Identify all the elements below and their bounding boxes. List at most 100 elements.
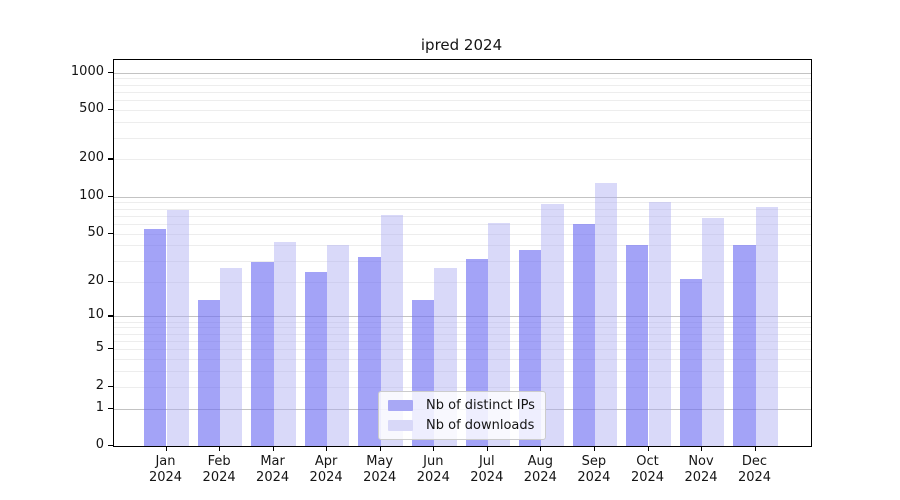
bar-downloads-dec-2024 — [755, 206, 778, 446]
y-tick-mark — [108, 71, 113, 73]
x-tick-mark — [701, 446, 703, 451]
x-tick-mark — [540, 446, 542, 451]
minor-gridline — [114, 91, 811, 93]
minor-gridline — [114, 340, 811, 342]
y-axis-tick-label: 1 — [95, 399, 104, 415]
x-tick-month: Jun — [423, 454, 444, 469]
y-axis-tick-label: 500 — [79, 101, 104, 117]
x-tick-month: Sep — [581, 454, 607, 469]
x-axis-tick-label: Jun 2024 — [403, 454, 463, 486]
y-tick-mark — [108, 232, 113, 234]
x-axis-tick-label: Jan 2024 — [136, 454, 196, 486]
y-tick-mark — [108, 407, 113, 409]
y-axis-tick-label: 5 — [95, 340, 104, 356]
y-tick-mark — [108, 315, 113, 317]
bar-distinct-ips-nov-2024 — [679, 279, 702, 446]
x-tick-mark — [165, 446, 167, 451]
x-tick-mark — [593, 446, 596, 451]
x-tick-year: 2024 — [684, 470, 718, 485]
x-tick-year: 2024 — [630, 470, 665, 485]
x-axis-tick-label: Aug 2024 — [510, 454, 570, 486]
x-axis-tick-label: Sep 2024 — [564, 454, 624, 486]
major-gridline — [114, 316, 811, 318]
x-axis-tick-label: Dec 2024 — [725, 454, 785, 486]
bar-distinct-ips-apr-2024 — [304, 272, 328, 446]
x-tick-month: Mar — [260, 454, 285, 469]
minor-gridline — [114, 281, 811, 283]
legend-item-distinct-ips: Nb of distinct IPs — [388, 398, 535, 413]
minor-gridline — [114, 78, 811, 80]
bar-downloads-oct-2024 — [648, 201, 671, 446]
minor-gridline — [114, 359, 811, 360]
plot-area — [113, 59, 812, 447]
x-axis-tick-label: Nov 2024 — [671, 454, 731, 486]
x-axis-tick-label: Oct 2024 — [618, 454, 678, 486]
minor-gridline — [114, 202, 811, 204]
x-tick-month: Apr — [314, 454, 338, 469]
bar-downloads-mar-2024 — [273, 241, 296, 446]
y-axis-tick-label: 2 — [95, 377, 104, 393]
x-tick-mark — [647, 446, 649, 451]
x-tick-month: Aug — [527, 454, 553, 469]
bar-downloads-jul-2024 — [487, 223, 511, 446]
legend-label-distinct-ips: Nb of distinct IPs — [426, 398, 535, 413]
bar-downloads-apr-2024 — [327, 245, 350, 446]
minor-gridline — [114, 215, 811, 217]
chart-title: ipred 2024 — [420, 36, 503, 54]
y-axis-tick-label: 200 — [79, 150, 104, 166]
minor-gridline — [114, 260, 811, 262]
x-tick-year: 2024 — [470, 470, 504, 485]
x-tick-year: 2024 — [416, 470, 450, 485]
minor-gridline — [114, 371, 811, 373]
minor-gridline — [114, 349, 811, 351]
minor-gridline — [114, 321, 811, 323]
x-axis-tick-label: Mar 2024 — [243, 454, 303, 486]
x-tick-mark — [486, 446, 488, 451]
legend-label-downloads: Nb of downloads — [426, 418, 535, 433]
x-tick-mark — [754, 446, 756, 451]
x-tick-month: Feb — [207, 454, 231, 469]
x-tick-month: Dec — [741, 454, 768, 469]
minor-gridline — [114, 110, 811, 112]
y-axis-tick-label: 10 — [87, 307, 104, 323]
y-axis-tick-label: 50 — [87, 224, 104, 240]
bar-distinct-ips-jan-2024 — [144, 228, 167, 446]
minor-gridline — [114, 245, 811, 247]
x-tick-year: 2024 — [577, 470, 611, 485]
legend-swatch-distinct-ips — [388, 400, 413, 411]
minor-gridline — [114, 100, 811, 102]
minor-gridline — [114, 386, 811, 388]
minor-gridline — [114, 137, 811, 139]
y-axis-tick-label: 100 — [79, 187, 104, 203]
x-axis-tick-label: May 2024 — [350, 454, 410, 486]
minor-gridline — [114, 233, 811, 235]
bar-distinct-ips-sep-2024 — [572, 223, 595, 446]
bar-distinct-ips-dec-2024 — [733, 245, 756, 446]
major-gridline — [114, 196, 811, 198]
bar-downloads-sep-2024 — [594, 182, 618, 446]
x-tick-month: May — [366, 454, 394, 469]
legend-swatch-downloads — [388, 420, 413, 431]
x-tick-mark — [379, 446, 381, 451]
minor-gridline — [114, 223, 811, 225]
minor-gridline — [114, 333, 811, 335]
y-tick-mark — [108, 158, 113, 160]
x-tick-month: Nov — [688, 454, 714, 469]
x-tick-year: 2024 — [309, 470, 343, 485]
x-tick-year: 2024 — [148, 470, 183, 485]
bar-downloads-nov-2024 — [702, 218, 725, 446]
x-tick-year: 2024 — [202, 470, 236, 485]
major-gridline — [114, 72, 811, 74]
y-tick-mark — [108, 109, 113, 111]
y-axis-tick-label: 20 — [87, 272, 104, 288]
bar-downloads-aug-2024 — [541, 203, 564, 446]
minor-gridline — [114, 208, 811, 210]
x-tick-month: Jan — [155, 454, 176, 469]
bar-distinct-ips-may-2024 — [358, 257, 381, 446]
x-tick-mark — [433, 446, 435, 451]
minor-gridline — [114, 122, 811, 124]
x-axis-tick-label: Apr 2024 — [296, 454, 356, 486]
bar-distinct-ips-oct-2024 — [626, 245, 649, 446]
minor-gridline — [114, 159, 811, 161]
